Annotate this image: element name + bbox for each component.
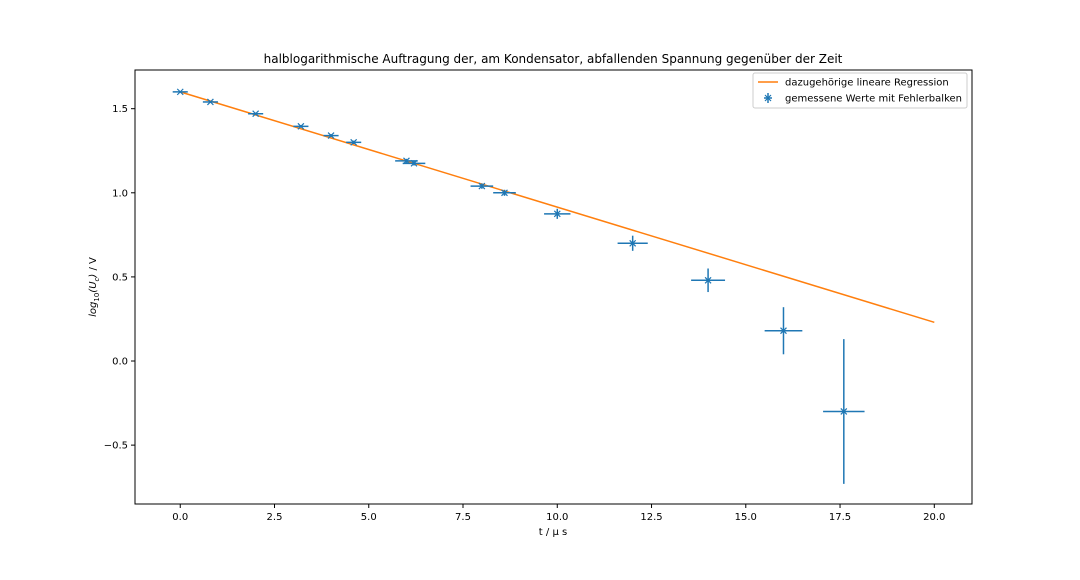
data-point	[544, 208, 571, 219]
x-axis-label: t / μ s	[539, 527, 567, 538]
data-point	[323, 132, 339, 140]
y-tick-label: 1.5	[112, 104, 128, 115]
legend: dazugehörige lineare Regression gemessene…	[752, 72, 968, 109]
legend-label-regression: dazugehörige lineare Regression	[785, 78, 949, 89]
x-tick-label: 12.5	[640, 512, 662, 523]
x-marker	[327, 132, 335, 140]
data-point	[172, 88, 188, 96]
x-marker	[206, 98, 214, 106]
x-tick-label: 2.5	[267, 512, 283, 523]
x-tick-label: 10.0	[546, 512, 568, 523]
data-point	[248, 110, 264, 118]
y-axis: 1.5 1.0 0.5 0.0 −0.5	[104, 104, 135, 452]
data-point	[691, 268, 726, 293]
x-tick-label: 15.0	[735, 512, 757, 523]
x-marker	[252, 110, 260, 118]
plot-area	[172, 88, 935, 484]
legend-item-regression: dazugehörige lineare Regression	[758, 78, 949, 89]
data-point	[617, 235, 648, 251]
data-point	[823, 339, 865, 484]
x-axis: 0.0 2.5 5.0 7.5 10.0 12.5 15.0 17.5 20.0	[172, 504, 945, 523]
data-point	[202, 98, 218, 106]
x-tick-label: 5.0	[361, 512, 377, 523]
data-point	[293, 122, 309, 130]
y-tick-label: 0.5	[112, 272, 128, 283]
data-point	[764, 307, 803, 355]
x-tick-label: 7.5	[455, 512, 471, 523]
y-tick-label: 1.0	[112, 188, 128, 199]
y-tick-label: 0.0	[112, 357, 128, 368]
y-tick-label: −0.5	[104, 441, 128, 452]
data-point	[493, 189, 516, 197]
x-marker	[553, 210, 561, 218]
x-marker	[297, 122, 305, 130]
x-marker	[704, 276, 712, 284]
regression-line	[180, 91, 935, 324]
x-marker	[478, 182, 486, 190]
chart-title: halblogarithmische Auftragung der, am Ko…	[264, 52, 843, 66]
axes-frame	[134, 69, 973, 505]
x-marker	[176, 88, 184, 96]
data-point	[402, 159, 426, 167]
y-axis-label: log10(Uc) / V	[88, 257, 101, 317]
legend-item-measured: gemessene Werte mit Fehlerbalken	[764, 93, 962, 105]
x-marker	[780, 327, 787, 335]
legend-label-measured: gemessene Werte mit Fehlerbalken	[785, 94, 962, 105]
x-marker	[629, 239, 637, 247]
x-tick-label: 17.5	[829, 512, 851, 523]
legend-measured-marker	[764, 94, 772, 102]
data-point	[346, 138, 362, 146]
x-marker	[410, 159, 418, 167]
x-tick-label: 20.0	[923, 512, 945, 523]
x-tick-label: 0.0	[172, 512, 188, 523]
data-point	[470, 182, 494, 190]
legend-frame	[752, 72, 968, 109]
x-marker	[840, 408, 848, 415]
x-marker	[350, 138, 358, 146]
x-marker	[501, 189, 508, 197]
